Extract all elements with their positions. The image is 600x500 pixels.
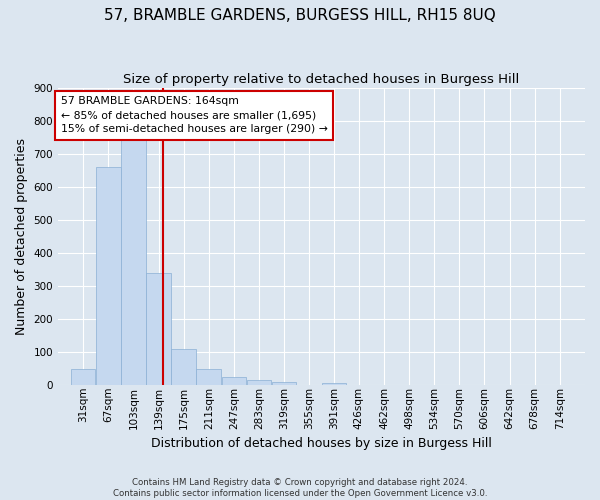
- Bar: [247, 380, 271, 385]
- Text: 57 BRAMBLE GARDENS: 164sqm
← 85% of detached houses are smaller (1,695)
15% of s: 57 BRAMBLE GARDENS: 164sqm ← 85% of deta…: [61, 96, 328, 134]
- Bar: [272, 382, 296, 385]
- Bar: [221, 377, 246, 385]
- Bar: [172, 349, 196, 385]
- Bar: [196, 368, 221, 385]
- Text: Contains HM Land Registry data © Crown copyright and database right 2024.
Contai: Contains HM Land Registry data © Crown c…: [113, 478, 487, 498]
- Bar: [121, 138, 146, 385]
- Bar: [71, 368, 95, 385]
- Title: Size of property relative to detached houses in Burgess Hill: Size of property relative to detached ho…: [124, 72, 520, 86]
- Y-axis label: Number of detached properties: Number of detached properties: [15, 138, 28, 335]
- Bar: [146, 273, 171, 385]
- X-axis label: Distribution of detached houses by size in Burgess Hill: Distribution of detached houses by size …: [151, 437, 492, 450]
- Text: 57, BRAMBLE GARDENS, BURGESS HILL, RH15 8UQ: 57, BRAMBLE GARDENS, BURGESS HILL, RH15 …: [104, 8, 496, 22]
- Bar: [96, 168, 121, 385]
- Bar: [322, 382, 346, 385]
